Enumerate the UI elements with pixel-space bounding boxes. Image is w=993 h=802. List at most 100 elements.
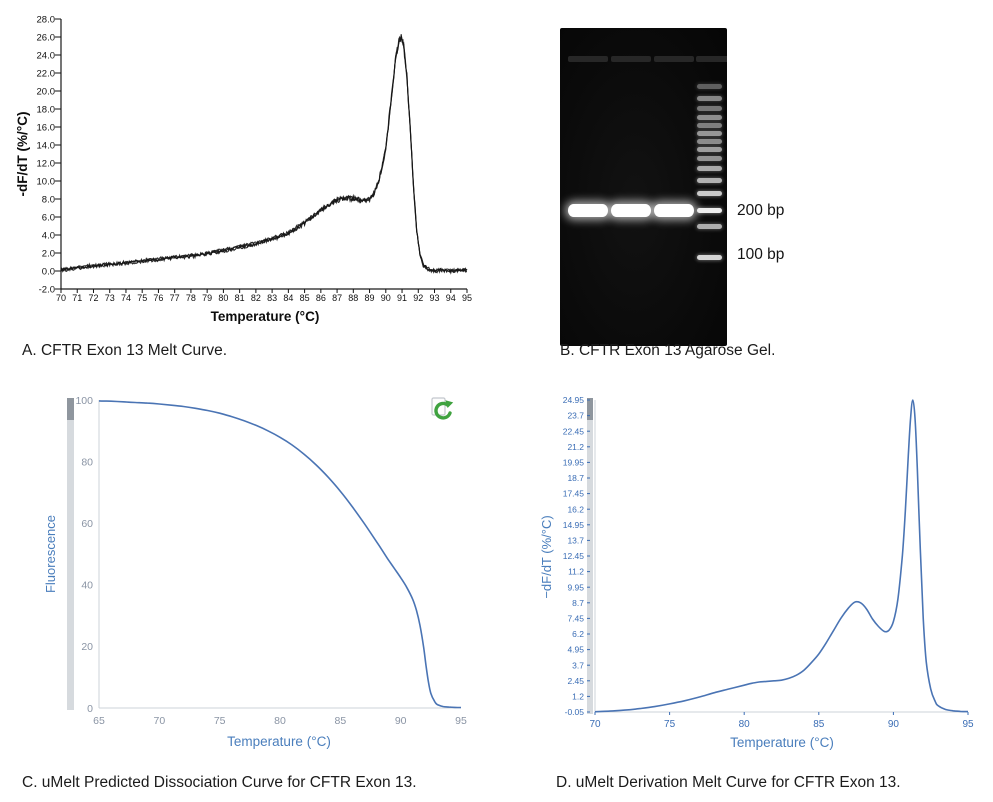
x-tick-label: 90 [395, 715, 407, 727]
gel-well [611, 56, 651, 62]
series-trace [60, 34, 468, 273]
y-tick-label: 18.7 [567, 473, 584, 483]
panel-melt-curve: -2.0 0.0 2.0 4.0 6.0 8.0 10.0 12.0 14.0 16.0 18.0 2… [15, 5, 485, 373]
melt_curve_a-svg: -2.0 0.0 2.0 4.0 6.0 8.0 10.0 12.0 14.0 16.0 18.0 2… [15, 14, 472, 324]
gel-size-label-100bp: 100 bp [737, 246, 785, 263]
gel-ladder-band [697, 139, 722, 144]
series-line [594, 399, 969, 713]
x-tick-label: 73 [105, 293, 115, 303]
y-tick-label: 22.0 [37, 68, 56, 79]
x-tick-label: 85 [813, 719, 825, 730]
panel-umelt-derivative: -0.05 1.2 2.45 3.7 4.95 6.2 7.45 8.7 9.95 11.2 12.… [535, 388, 990, 802]
x-tick-label: 95 [462, 293, 472, 303]
caption-panel-a: A. CFTR Exon 13 Melt Curve. [22, 342, 228, 359]
y-tick-label: 14.95 [563, 520, 585, 530]
y-tick-label: 20.0 [37, 86, 56, 97]
y-tick-label: 23.7 [567, 411, 584, 421]
gel-ladder-band [697, 123, 722, 128]
caption-panel-b: B. CFTR Exon 13 Agarose Gel. [560, 342, 776, 359]
x-tick-label: 95 [455, 715, 467, 727]
x-tick-label: 93 [430, 293, 440, 303]
x-tick-label: 79 [202, 293, 212, 303]
gel-ladder-band [697, 191, 722, 196]
y-tick-label: 28.0 [37, 14, 56, 25]
x-tick-label: 71 [72, 293, 82, 303]
gel-size-label-200bp: 200 bp [737, 202, 785, 219]
x-tick-label: 90 [381, 293, 391, 303]
panel-umelt-dissociation: 0 20 40 60 80 100 65 70 75 80 85 90 95 Temperature (°… [15, 388, 485, 802]
y-tick-label: 24.0 [37, 50, 56, 61]
y-tick-label: 60 [81, 518, 93, 530]
x-tick-label: 78 [186, 293, 196, 303]
x-tick-label: 86 [316, 293, 326, 303]
y-tick-label: 10.0 [37, 176, 56, 187]
y-axis-title: −dF/dT (%/°C) [539, 515, 554, 598]
y-tick-label: 13.7 [567, 535, 584, 545]
series-line [98, 400, 462, 709]
gel-well [696, 56, 727, 62]
x-tick-label: 85 [334, 715, 346, 727]
gel-ladder-band [697, 224, 722, 229]
y-tick-label: 8.0 [42, 194, 55, 205]
gel-ladder-band [697, 208, 722, 213]
x-tick-label: 94 [446, 293, 456, 303]
y-tick-label: 6.0 [42, 212, 55, 223]
umelt-dissociation-chart: 0 20 40 60 80 100 65 70 75 80 85 90 95 Temperature (°… [15, 390, 475, 759]
x-tick-label: 87 [332, 293, 342, 303]
y-tick-label: 16.2 [567, 504, 584, 514]
y-tick-label: 4.95 [567, 645, 584, 655]
y-tick-label: 24.95 [563, 395, 585, 405]
x-tick-label: 82 [251, 293, 261, 303]
x-axis-title: Temperature (°C) [227, 734, 331, 749]
x-tick-label: 75 [664, 719, 676, 730]
gel-ladder-band [697, 147, 722, 152]
y-tick-label: 40 [81, 580, 93, 592]
gel-well [568, 56, 608, 62]
umelt_dissociation_c-svg: 0 20 40 60 80 100 65 70 75 80 85 90 95 Temperature (°… [43, 395, 467, 749]
caption-panel-d: D. uMelt Derivation Melt Curve for CFTR … [556, 774, 901, 791]
x-tick-label: 72 [88, 293, 98, 303]
x-tick-label: 81 [235, 293, 245, 303]
x-tick-label: 85 [300, 293, 310, 303]
x-tick-label: 65 [93, 715, 105, 727]
x-axis-title: Temperature (°C) [211, 309, 320, 324]
y-tick-label: 19.95 [563, 457, 585, 467]
gel-ladder-band [697, 115, 722, 120]
y-tick-label: 12.0 [37, 158, 56, 169]
y-tick-label: 18.0 [37, 104, 56, 115]
x-tick-label: 80 [739, 719, 751, 730]
y-tick-label: -2.0 [39, 284, 55, 295]
y-tick-label: 17.45 [563, 489, 585, 499]
agarose-gel-image [560, 28, 727, 346]
export-icon[interactable] [427, 396, 455, 424]
x-tick-label: 88 [348, 293, 358, 303]
y-axis-title: -dF/dT (%/°C) [15, 112, 30, 197]
x-tick-label: 70 [153, 715, 165, 727]
y-tick-label: 12.45 [563, 551, 585, 561]
y-tick-label: 20 [81, 641, 93, 653]
y-tick-label: 6.2 [572, 629, 584, 639]
y-tick-label: 8.7 [572, 598, 584, 608]
gel-ladder-band [697, 156, 722, 161]
y-axis-bar-cap [67, 398, 74, 420]
umelt_derivative_d-svg: -0.05 1.2 2.45 3.7 4.95 6.2 7.45 8.7 9.95 11.2 12.… [539, 395, 974, 750]
y-tick-label: -0.05 [565, 707, 585, 717]
umelt-derivative-chart: -0.05 1.2 2.45 3.7 4.95 6.2 7.45 8.7 9.95 11.2 12.… [535, 390, 985, 759]
x-tick-label: 70 [589, 719, 601, 730]
y-axis-title: Fluorescence [43, 515, 58, 593]
x-tick-label: 95 [962, 719, 974, 730]
y-tick-label: 1.2 [572, 691, 584, 701]
x-tick-label: 89 [365, 293, 375, 303]
y-tick-label: 4.0 [42, 230, 55, 241]
gel-ladder-band [697, 106, 722, 111]
x-tick-label: 76 [153, 293, 163, 303]
y-tick-label: 7.45 [567, 613, 584, 623]
y-tick-label: 0 [87, 703, 93, 715]
y-tick-label: 80 [81, 456, 93, 468]
y-tick-label: 11.2 [568, 567, 584, 577]
x-tick-label: 75 [137, 293, 147, 303]
x-tick-label: 70 [56, 293, 66, 303]
x-axis-title: Temperature (°C) [730, 735, 834, 750]
y-tick-label: 22.45 [563, 426, 585, 436]
